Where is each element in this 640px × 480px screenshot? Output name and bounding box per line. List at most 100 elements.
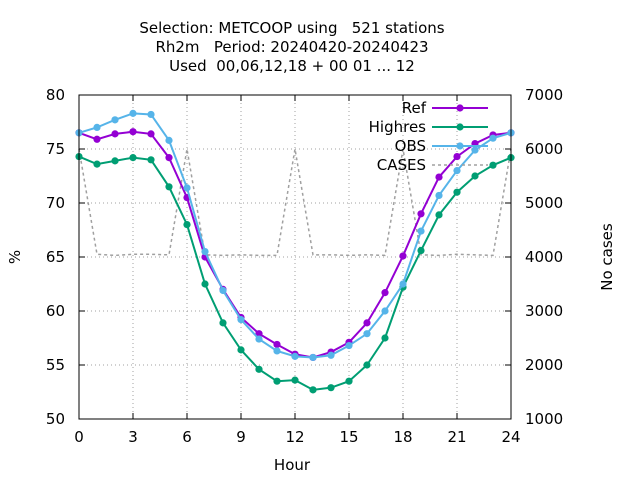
data-point-highres — [237, 346, 245, 354]
chart-title-line-2: Rh2m Period: 20240420-20240423 — [155, 38, 428, 56]
data-point-highres — [219, 319, 227, 327]
data-point-obs — [219, 286, 227, 295]
data-point-obs — [489, 134, 497, 142]
x-tick-label: 6 — [182, 428, 192, 446]
data-point-ref — [435, 173, 443, 181]
legend-label-cases: CASES — [377, 156, 426, 174]
data-point-highres — [489, 161, 497, 169]
data-point-obs — [417, 227, 425, 235]
data-point-obs — [399, 280, 407, 288]
legend-item-highres: Highres — [369, 118, 488, 136]
data-point-obs — [183, 184, 191, 192]
data-point-highres — [471, 172, 479, 180]
data-point-ref — [273, 340, 281, 349]
legend-marker-highres — [456, 123, 464, 131]
axes: 0 3 6 9 12 15 18 21 24 50 55 60 65 70 75 80 1000 2000 3000… — [46, 86, 563, 446]
x-tick-label: 12 — [285, 428, 304, 446]
series-cases — [78, 148, 512, 257]
data-point-highres — [273, 377, 281, 385]
y2-tick-label: 4000 — [525, 248, 563, 266]
data-point-obs — [327, 351, 335, 359]
data-point-obs — [291, 352, 299, 360]
data-point-ref — [147, 130, 155, 138]
series-line-cases — [78, 148, 512, 257]
y2-tick-label: 3000 — [525, 302, 563, 320]
grid — [79, 95, 511, 419]
data-point-obs — [237, 316, 245, 324]
data-point-obs — [93, 123, 101, 131]
data-point-obs — [471, 146, 479, 154]
data-point-obs — [453, 167, 461, 175]
y2-tick-label: 2000 — [525, 356, 563, 374]
x-tick-label: 3 — [128, 428, 138, 446]
data-point-obs — [309, 353, 317, 362]
data-point-highres — [345, 377, 353, 385]
data-point-highres — [291, 376, 299, 384]
x-tick-label: 21 — [447, 428, 466, 446]
data-point-ref — [363, 319, 371, 327]
x-tick-label: 9 — [236, 428, 246, 446]
data-point-ref — [165, 154, 173, 162]
data-point-ref — [255, 330, 263, 338]
y-tick-label: 55 — [46, 356, 65, 374]
data-point-highres — [417, 246, 425, 255]
legend-label-ref: Ref — [402, 99, 427, 117]
chart-title-line-3: Used 00,06,12,18 + 00 01 ... 12 — [169, 57, 415, 75]
data-point-obs — [363, 330, 371, 338]
data-point-obs — [435, 191, 443, 200]
data-point-obs — [381, 307, 389, 315]
data-point-ref — [129, 128, 137, 136]
y2-tick-label: 1000 — [525, 410, 563, 428]
legend-marker-ref — [456, 104, 464, 112]
y2-tick-label: 5000 — [525, 194, 563, 212]
data-point-obs — [129, 109, 137, 117]
y-tick-label: 60 — [46, 302, 65, 320]
legend-label-obs: OBS — [395, 137, 426, 155]
y2-axis-label: No cases — [598, 223, 616, 291]
x-tick-label: 0 — [74, 428, 84, 446]
x-tick-label: 18 — [393, 428, 412, 446]
legend-item-cases: CASES — [377, 156, 488, 174]
data-point-highres — [201, 280, 209, 288]
y-tick-label: 70 — [46, 194, 65, 212]
series-layer — [75, 109, 515, 394]
series-obs — [75, 109, 515, 362]
data-point-highres — [435, 211, 443, 219]
legend-item-ref: Ref — [402, 99, 488, 117]
data-point-highres — [111, 157, 119, 165]
series-highres — [75, 152, 515, 394]
data-point-ref — [417, 210, 425, 218]
x-tick-label: 24 — [501, 428, 520, 446]
data-point-highres — [147, 156, 155, 164]
data-point-obs — [273, 347, 281, 355]
data-point-highres — [255, 365, 263, 373]
legend-item-obs: OBS — [395, 137, 488, 155]
data-point-highres — [309, 386, 317, 394]
data-point-highres — [129, 154, 137, 162]
y2-tick-label: 6000 — [525, 140, 563, 158]
data-point-highres — [93, 160, 101, 168]
data-point-ref — [111, 130, 119, 138]
data-point-ref — [399, 252, 407, 260]
data-point-obs — [255, 335, 263, 343]
data-point-highres — [381, 334, 389, 342]
data-point-obs — [345, 341, 353, 350]
y-tick-label: 65 — [46, 248, 65, 266]
legend-marker-obs — [456, 142, 464, 150]
data-point-highres — [165, 183, 173, 191]
y2-tick-label: 7000 — [525, 86, 563, 104]
x-axis-label: Hour — [274, 456, 311, 474]
data-point-highres — [327, 384, 335, 392]
data-point-ref — [381, 289, 389, 297]
data-point-obs — [165, 136, 173, 144]
y-tick-label: 80 — [46, 86, 65, 104]
data-point-ref — [453, 152, 461, 161]
data-point-obs — [201, 248, 209, 256]
chart-title-line-1: Selection: METCOOP using 521 stations — [139, 19, 444, 37]
data-point-ref — [93, 135, 101, 143]
data-point-highres — [453, 188, 461, 196]
data-point-obs — [147, 110, 155, 119]
data-point-obs — [111, 116, 119, 124]
